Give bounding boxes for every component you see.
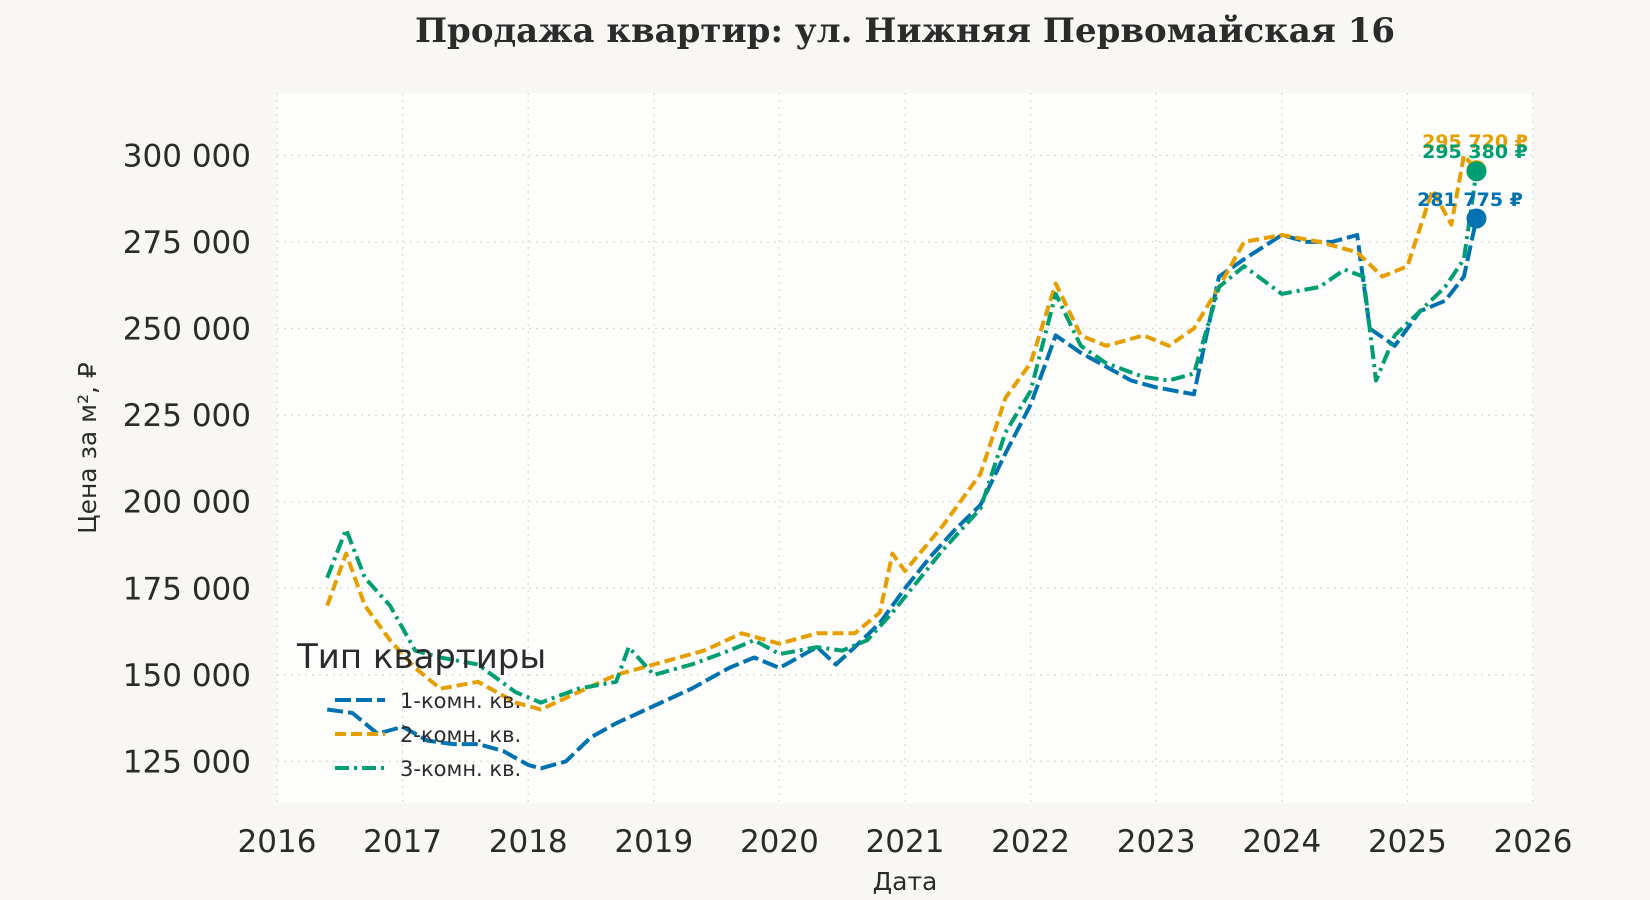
x-tick-label: 2021 [866, 824, 945, 860]
end-marker-3 [1466, 161, 1487, 182]
y-tick-label: 200 000 [123, 485, 251, 521]
y-axis-label: Цена за м², ₽ [73, 362, 102, 534]
series-line-3 [325, 171, 1479, 705]
x-axis-label: Дата [873, 867, 938, 896]
x-tick-label: 2025 [1368, 824, 1447, 860]
x-tick-label: 2018 [489, 824, 568, 860]
legend-label-2: 2-комн. кв. [400, 723, 521, 747]
legend-label-1: 1-комн. кв. [400, 689, 521, 713]
y-tick-label: 300 000 [123, 138, 251, 174]
y-tick-label: 275 000 [123, 225, 251, 261]
x-tick-label: 2024 [1242, 824, 1321, 860]
legend-label-3: 3-комн. кв. [400, 757, 521, 781]
x-tick-label: 2020 [740, 824, 819, 860]
y-tick-label: 250 000 [123, 312, 251, 348]
series-lines [325, 153, 1479, 771]
x-tick-label: 2016 [238, 824, 317, 860]
end-value-label: 295 720 ₽ [1422, 131, 1528, 153]
y-tick-label: 150 000 [123, 658, 251, 694]
plot-area-background [277, 93, 1533, 803]
end-value-label: 295 380 ₽ [1422, 141, 1528, 163]
end-marker-1 [1466, 208, 1487, 229]
end-value-label: 281 775 ₽ [1417, 189, 1523, 211]
legend-title: Тип квартиры [296, 637, 546, 677]
series-line-2 [325, 153, 1479, 712]
x-tick-label: 2026 [1494, 824, 1573, 860]
x-tick-label: 2017 [363, 824, 442, 860]
x-tick-label: 2019 [614, 824, 693, 860]
x-tick-label: 2022 [991, 824, 1070, 860]
y-tick-label: 125 000 [123, 744, 251, 780]
legend: Тип квартиры 1-комн. кв. 2-комн. кв. 3-ком… [296, 637, 546, 781]
y-tick-label: 175 000 [123, 571, 251, 607]
end-markers: 295 720 ₽295 380 ₽ 281 775 ₽ [1417, 131, 1528, 229]
y-tick-label: 225 000 [123, 398, 251, 434]
chart-title: Продажа квартир: ул. Нижняя Первомайская… [415, 11, 1395, 51]
tick-labels: 2016 2017 2018 2019 2020 2021 2022 2023 2024 2025… [123, 138, 1573, 860]
x-tick-label: 2023 [1117, 824, 1196, 860]
